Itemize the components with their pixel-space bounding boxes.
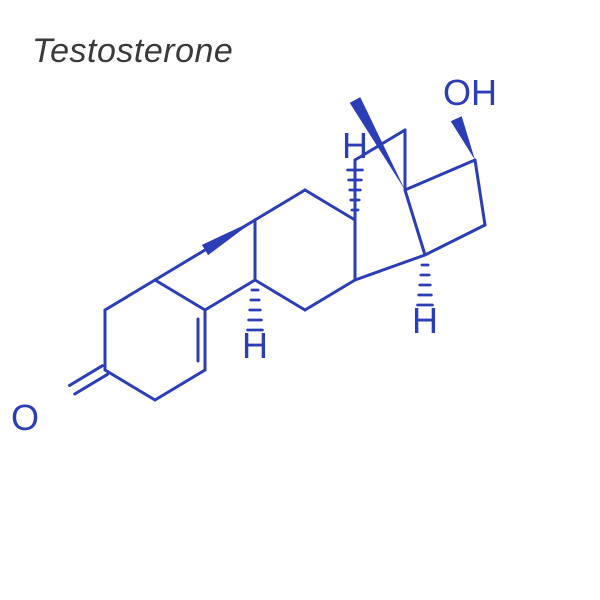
svg-text:H: H (242, 325, 268, 366)
svg-text:H: H (342, 125, 368, 166)
molecule-structure: O OH H H H (0, 0, 600, 600)
molecule-title: Testosterone (32, 32, 233, 71)
svg-text:O: O (11, 397, 39, 438)
svg-text:H: H (412, 300, 438, 341)
svg-text:OH: OH (443, 72, 497, 113)
figure-container: Testosterone O OH H H H (0, 0, 600, 600)
